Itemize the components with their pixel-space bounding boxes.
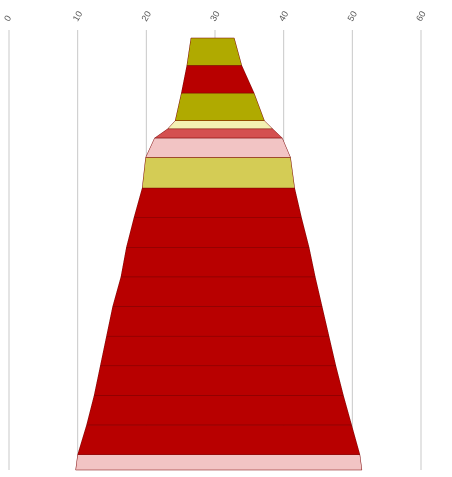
funnel-segment [133,187,302,218]
funnel-segment [174,92,265,121]
funnel-segment [186,37,243,66]
x-tick-label: 30 [208,9,222,23]
funnel-segment [145,137,291,158]
x-tick-label: 50 [345,9,359,23]
x-tick-label: 60 [414,9,428,23]
funnel-segment [141,157,295,189]
funnel-segment [77,424,361,455]
funnel-segment [86,395,352,426]
funnel-segment [106,306,330,337]
funnel-segments [75,37,363,471]
funnel-segment [75,454,363,471]
funnel-segment [112,276,323,307]
funnel-segment [167,120,274,130]
x-tick-label: 40 [277,9,291,23]
x-tick-label: 10 [71,9,85,23]
x-tick-label: 20 [139,9,153,23]
funnel-segment [126,217,310,248]
x-tick-label: 0 [2,14,13,23]
funnel-segment [93,365,344,396]
funnel-segment [120,247,316,278]
funnel-segment [181,65,255,94]
x-tick-labels: 0 10 20 30 40 50 60 [2,9,428,23]
funnel-segment [100,335,337,367]
funnel-segment [153,128,283,139]
